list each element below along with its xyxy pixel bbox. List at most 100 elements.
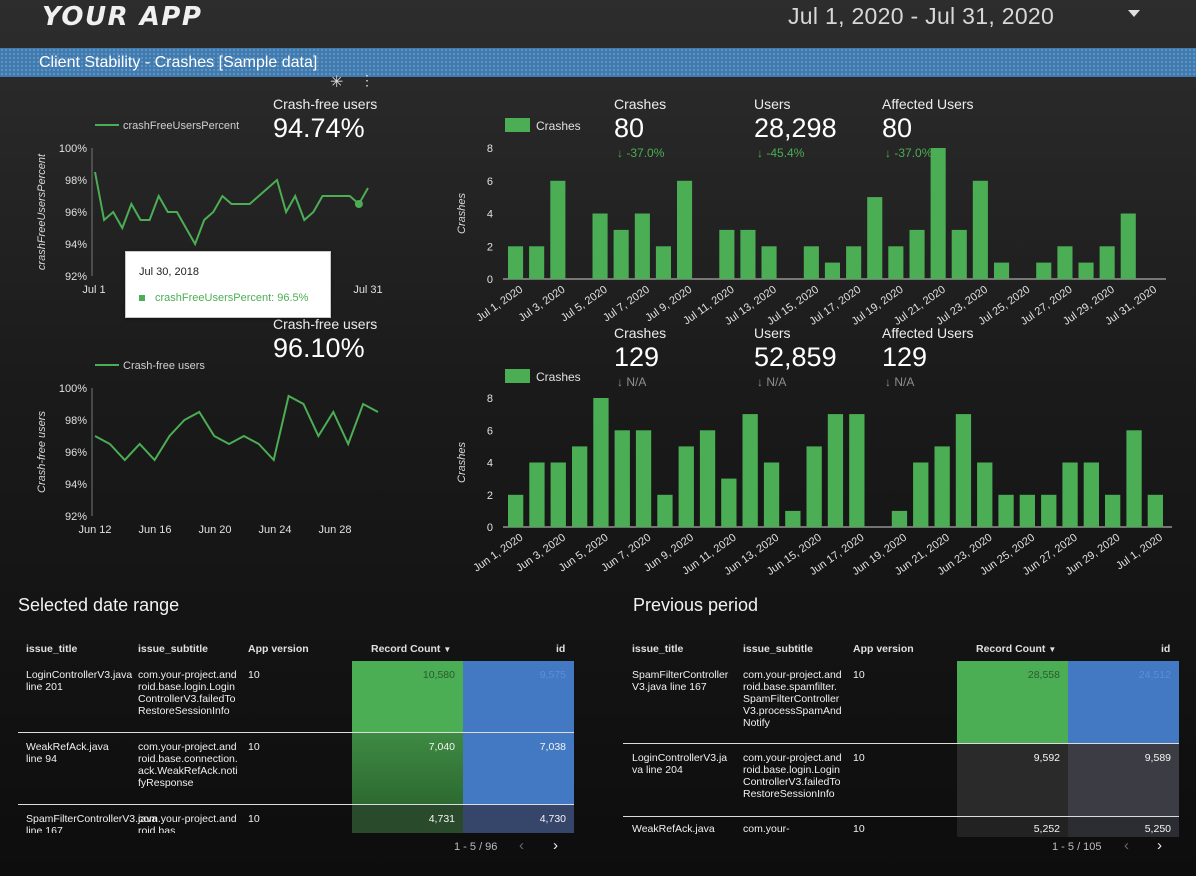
date-range-picker[interactable]: Jul 1, 2020 - Jul 31, 2020 (788, 3, 1055, 29)
prev-page-button[interactable]: ‹ (519, 837, 524, 854)
prev-page-button[interactable]: ‹ (1124, 837, 1129, 854)
bar (1036, 262, 1052, 279)
id-cell: 9,589 (1144, 752, 1171, 764)
y-tick-label: 0 (487, 274, 493, 286)
table-row[interactable]: SpamFilterControllerV3.java line 167 com… (18, 805, 574, 833)
table-row[interactable]: WeakRefAck.java line 94 com.your-project… (18, 733, 574, 804)
previous-period-table: issue_title issue_subtitle App version R… (623, 643, 1179, 838)
legend-label: crashFreeUsersPercent (123, 120, 239, 132)
y-tick-label: 100% (59, 143, 87, 155)
y-tick-label: 96% (65, 207, 87, 219)
y-axis-label: Crashes (456, 193, 468, 234)
y-tick-label: 98% (65, 415, 87, 427)
record-count-cell: 4,731 (428, 813, 455, 825)
bar (592, 213, 608, 279)
bar (721, 478, 737, 527)
bar (951, 229, 967, 279)
bar (972, 180, 988, 280)
id-cell: 4,730 (539, 813, 566, 825)
x-tick-label: Jun 28 (318, 524, 351, 536)
issue-title-cell: SpamFilterControllerV3.java line 167 (632, 669, 729, 693)
col-header-app-version[interactable]: App version (853, 643, 914, 655)
table-row[interactable]: SpamFilterControllerV3.java line 167 com… (623, 661, 1179, 743)
selected-range-heading: Selected date range (18, 595, 180, 615)
bar (529, 246, 545, 280)
crash-free-users-line-chart: crashFreeUsersPercent 92% 94% 96% 98% 100% cra… (36, 120, 383, 296)
table-row[interactable]: LoginControllerV3.java line 201 com.your… (18, 661, 574, 733)
bar (550, 462, 566, 527)
x-tick-label: Jul 5, 2020 (559, 284, 610, 325)
bar (719, 229, 735, 279)
issue-title-cell: SpamFilterControllerV3.java line 167 (26, 813, 158, 833)
tooltip-series-swatch (139, 295, 145, 301)
chevron-down-icon[interactable] (1128, 10, 1140, 17)
y-axis-label: Crash-free users (36, 411, 48, 493)
record-count-cell: 5,252 (1033, 823, 1060, 835)
id-bar (463, 805, 574, 833)
y-tick-label: 4 (487, 209, 493, 221)
legend-label: Crash-free users (123, 360, 205, 372)
row-divider (18, 804, 574, 805)
col-header-issue-title[interactable]: issue_title (632, 643, 684, 655)
app-version-cell: 10 (248, 813, 260, 825)
y-tick-label: 92% (65, 511, 87, 523)
crash-free-users-value: 96.10% (273, 333, 365, 363)
col-header-record-count[interactable]: Record Count ▼ (976, 643, 1057, 655)
bar (1147, 494, 1163, 528)
app-version-cell: 10 (853, 669, 865, 681)
affected-users-label: Affected Users (882, 96, 974, 112)
id-bar (1068, 661, 1179, 743)
bar (572, 446, 588, 527)
bar (634, 213, 650, 279)
issue-title-cell: WeakRefAck.java (632, 823, 715, 835)
users-label: Users (754, 325, 791, 341)
data-point-highlight (354, 200, 363, 208)
issue-title-cell: WeakRefAck.java line 94 (26, 741, 109, 765)
bar (1120, 213, 1136, 279)
bar (824, 262, 840, 279)
col-header-id[interactable]: id (1161, 643, 1171, 655)
bar (550, 180, 566, 280)
app-logo: YOUR APP (42, 2, 203, 32)
crash-free-users-line-chart: Crash-free users 92% 94% 96% 98% 100% Crash-fr… (36, 360, 379, 536)
legend-swatch (505, 118, 530, 132)
x-tick-label: Jul 7, 2020 (601, 284, 652, 325)
issue-subtitle-cell: com.your-project.android.base.login.Logi… (743, 752, 842, 800)
record-count-bar (352, 661, 463, 733)
issue-subtitle-cell: com.your-project.android.bas (138, 813, 237, 833)
bar (740, 229, 756, 279)
bar (655, 246, 671, 280)
more-options-icon[interactable]: ⋮ (360, 72, 374, 88)
col-header-app-version[interactable]: App version (248, 643, 309, 655)
bar (1019, 494, 1035, 528)
table-row[interactable]: LoginControllerV3.java line 204 com.your… (623, 744, 1179, 816)
x-tick-label: Jul 31 (353, 284, 382, 296)
bar (742, 414, 758, 527)
id-bar (463, 661, 574, 733)
x-tick-label: Jul 1, 2020 (1114, 532, 1165, 573)
arrow-down-icon: ↓ (617, 375, 627, 389)
x-tick-label: Jun 12 (78, 524, 111, 536)
next-page-button[interactable]: › (1157, 837, 1162, 854)
bar (1062, 462, 1078, 527)
bar (1105, 494, 1121, 528)
bar (529, 462, 545, 527)
bar (994, 262, 1010, 279)
affected-users-delta: ↓ N/A (885, 375, 915, 389)
col-header-issue-title[interactable]: issue_title (26, 643, 78, 655)
y-tick-label: 98% (65, 175, 87, 187)
x-tick-label: Jun 16 (138, 524, 171, 536)
record-count-cell: 9,592 (1033, 752, 1060, 764)
table-row[interactable]: WeakRefAck.java com.your- 10 5,252 5,250 (623, 817, 1179, 837)
col-header-id[interactable]: id (556, 643, 566, 655)
col-header-record-count[interactable]: Record Count ▼ (371, 643, 452, 655)
next-page-button[interactable]: › (553, 837, 558, 854)
col-header-issue-subtitle[interactable]: issue_subtitle (138, 643, 209, 655)
bar (827, 414, 844, 527)
affected-users-delta: ↓ -37.0% (885, 146, 933, 160)
pagination-info: 1 - 5 / 96 (454, 841, 498, 853)
crashes-label: Crashes (614, 325, 667, 341)
bar (657, 494, 673, 528)
series-line (94, 171, 369, 247)
col-header-issue-subtitle[interactable]: issue_subtitle (743, 643, 814, 655)
